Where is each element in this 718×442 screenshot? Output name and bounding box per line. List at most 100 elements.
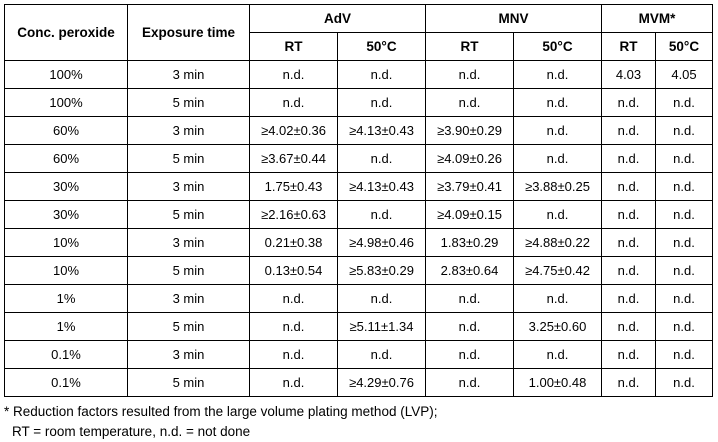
cell-mvm-rt: 4.03 xyxy=(601,60,656,89)
cell-adv-rt: ≥4.02±0.36 xyxy=(249,116,338,145)
cell-mnv-rt: ≥3.79±0.41 xyxy=(425,172,514,201)
cell-mvm-rt: n.d. xyxy=(601,116,656,145)
header-group-mnv: MNV xyxy=(425,4,602,33)
cell-time: 5 min xyxy=(127,200,250,229)
header-row-groups: Conc. peroxide Exposure time AdV MNV MVM… xyxy=(4,4,713,61)
cell-mvm-rt: n.d. xyxy=(601,312,656,341)
table-row: 30% 3 min 1.75±0.43 ≥4.13±0.43 ≥3.79±0.41 ≥3.… xyxy=(4,172,713,201)
cell-time: 5 min xyxy=(127,256,250,285)
cell-mnv-50c: n.d. xyxy=(513,60,602,89)
cell-adv-rt: n.d. xyxy=(249,312,338,341)
table-row: 100% 5 min n.d. n.d. n.d. n.d. n.d. n.d. xyxy=(4,88,713,117)
cell-conc: 1% xyxy=(4,284,128,313)
cell-adv-rt: n.d. xyxy=(249,284,338,313)
cell-adv-50c: n.d. xyxy=(337,60,426,89)
header-adv-rt: RT xyxy=(249,32,338,61)
cell-mvm-50c: n.d. xyxy=(655,228,713,257)
cell-adv-50c: ≥5.11±1.34 xyxy=(337,312,426,341)
cell-mnv-rt: n.d. xyxy=(425,284,514,313)
header-mnv-rt: RT xyxy=(425,32,514,61)
table-row: 10% 5 min 0.13±0.54 ≥5.83±0.29 2.83±0.64 ≥4.7… xyxy=(4,256,713,285)
cell-mnv-50c: n.d. xyxy=(513,200,602,229)
cell-mnv-50c: ≥4.75±0.42 xyxy=(513,256,602,285)
cell-adv-50c: ≥4.29±0.76 xyxy=(337,368,426,397)
cell-mvm-50c: n.d. xyxy=(655,172,713,201)
cell-conc: 60% xyxy=(4,144,128,173)
cell-mvm-rt: n.d. xyxy=(601,228,656,257)
header-mvm-50c: 50°C xyxy=(655,32,713,61)
cell-time: 5 min xyxy=(127,312,250,341)
cell-mvm-rt: n.d. xyxy=(601,284,656,313)
header-exposure-time: Exposure time xyxy=(127,4,250,61)
table-row: 1% 5 min n.d. ≥5.11±1.34 n.d. 3.25±0.60 n.d. n.… xyxy=(4,312,713,341)
cell-mvm-50c: n.d. xyxy=(655,284,713,313)
header-conc-peroxide: Conc. peroxide xyxy=(4,4,128,61)
cell-adv-50c: n.d. xyxy=(337,284,426,313)
cell-mnv-rt: n.d. xyxy=(425,340,514,369)
cell-adv-50c: n.d. xyxy=(337,340,426,369)
cell-time: 5 min xyxy=(127,88,250,117)
cell-conc: 10% xyxy=(4,256,128,285)
cell-mnv-50c: n.d. xyxy=(513,284,602,313)
cell-time: 3 min xyxy=(127,116,250,145)
table-row: 0.1% 3 min n.d. n.d. n.d. n.d. n.d. n.d. xyxy=(4,340,713,369)
cell-mnv-50c: n.d. xyxy=(513,144,602,173)
cell-mnv-rt: n.d. xyxy=(425,88,514,117)
cell-mvm-50c: n.d. xyxy=(655,256,713,285)
footnote: * Reduction factors resulted from the la… xyxy=(4,402,712,442)
cell-mnv-50c: n.d. xyxy=(513,88,602,117)
cell-adv-rt: 0.13±0.54 xyxy=(249,256,338,285)
cell-time: 3 min xyxy=(127,60,250,89)
cell-adv-50c: n.d. xyxy=(337,88,426,117)
cell-time: 3 min xyxy=(127,340,250,369)
document: Conc. peroxide Exposure time AdV MNV MVM… xyxy=(4,4,713,442)
cell-conc: 60% xyxy=(4,116,128,145)
cell-conc: 30% xyxy=(4,172,128,201)
cell-adv-50c: n.d. xyxy=(337,200,426,229)
table-row: 60% 3 min ≥4.02±0.36 ≥4.13±0.43 ≥3.90±0.29 n.… xyxy=(4,116,713,145)
cell-conc: 100% xyxy=(4,88,128,117)
cell-mnv-50c: 3.25±0.60 xyxy=(513,312,602,341)
cell-mnv-50c: n.d. xyxy=(513,340,602,369)
results-table: Conc. peroxide Exposure time AdV MNV MVM… xyxy=(4,4,713,397)
cell-mvm-50c: n.d. xyxy=(655,312,713,341)
cell-conc: 0.1% xyxy=(4,340,128,369)
cell-adv-rt: n.d. xyxy=(249,60,338,89)
table-header: Conc. peroxide Exposure time AdV MNV MVM… xyxy=(4,4,713,61)
cell-adv-rt: n.d. xyxy=(249,88,338,117)
table-row: 60% 5 min ≥3.67±0.44 n.d. ≥4.09±0.26 n.d. n.d.… xyxy=(4,144,713,173)
cell-adv-50c: n.d. xyxy=(337,144,426,173)
cell-mnv-rt: n.d. xyxy=(425,312,514,341)
cell-mvm-50c: 4.05 xyxy=(655,60,713,89)
header-mnv-50c: 50°C xyxy=(513,32,602,61)
cell-mnv-rt: n.d. xyxy=(425,60,514,89)
cell-mnv-rt: ≥4.09±0.15 xyxy=(425,200,514,229)
footnote-line-2: RT = room temperature, n.d. = not done xyxy=(12,424,251,439)
cell-conc: 10% xyxy=(4,228,128,257)
cell-mnv-rt: ≥3.90±0.29 xyxy=(425,116,514,145)
cell-mvm-rt: n.d. xyxy=(601,144,656,173)
cell-time: 3 min xyxy=(127,172,250,201)
cell-mvm-50c: n.d. xyxy=(655,116,713,145)
cell-mvm-50c: n.d. xyxy=(655,340,713,369)
cell-mvm-rt: n.d. xyxy=(601,200,656,229)
cell-conc: 30% xyxy=(4,200,128,229)
cell-conc: 1% xyxy=(4,312,128,341)
cell-adv-rt: 1.75±0.43 xyxy=(249,172,338,201)
header-group-mvm: MVM* xyxy=(601,4,713,33)
cell-adv-rt: n.d. xyxy=(249,340,338,369)
cell-mnv-rt: 1.83±0.29 xyxy=(425,228,514,257)
cell-mvm-rt: n.d. xyxy=(601,88,656,117)
cell-time: 3 min xyxy=(127,284,250,313)
table-row: 30% 5 min ≥2.16±0.63 n.d. ≥4.09±0.15 n.d. n.d.… xyxy=(4,200,713,229)
cell-adv-rt: n.d. xyxy=(249,368,338,397)
cell-time: 5 min xyxy=(127,144,250,173)
header-mvm-rt: RT xyxy=(601,32,656,61)
header-adv-50c: 50°C xyxy=(337,32,426,61)
cell-time: 3 min xyxy=(127,228,250,257)
cell-conc: 100% xyxy=(4,60,128,89)
cell-mnv-50c: 1.00±0.48 xyxy=(513,368,602,397)
cell-mvm-50c: n.d. xyxy=(655,368,713,397)
cell-adv-50c: ≥4.98±0.46 xyxy=(337,228,426,257)
cell-adv-rt: ≥2.16±0.63 xyxy=(249,200,338,229)
